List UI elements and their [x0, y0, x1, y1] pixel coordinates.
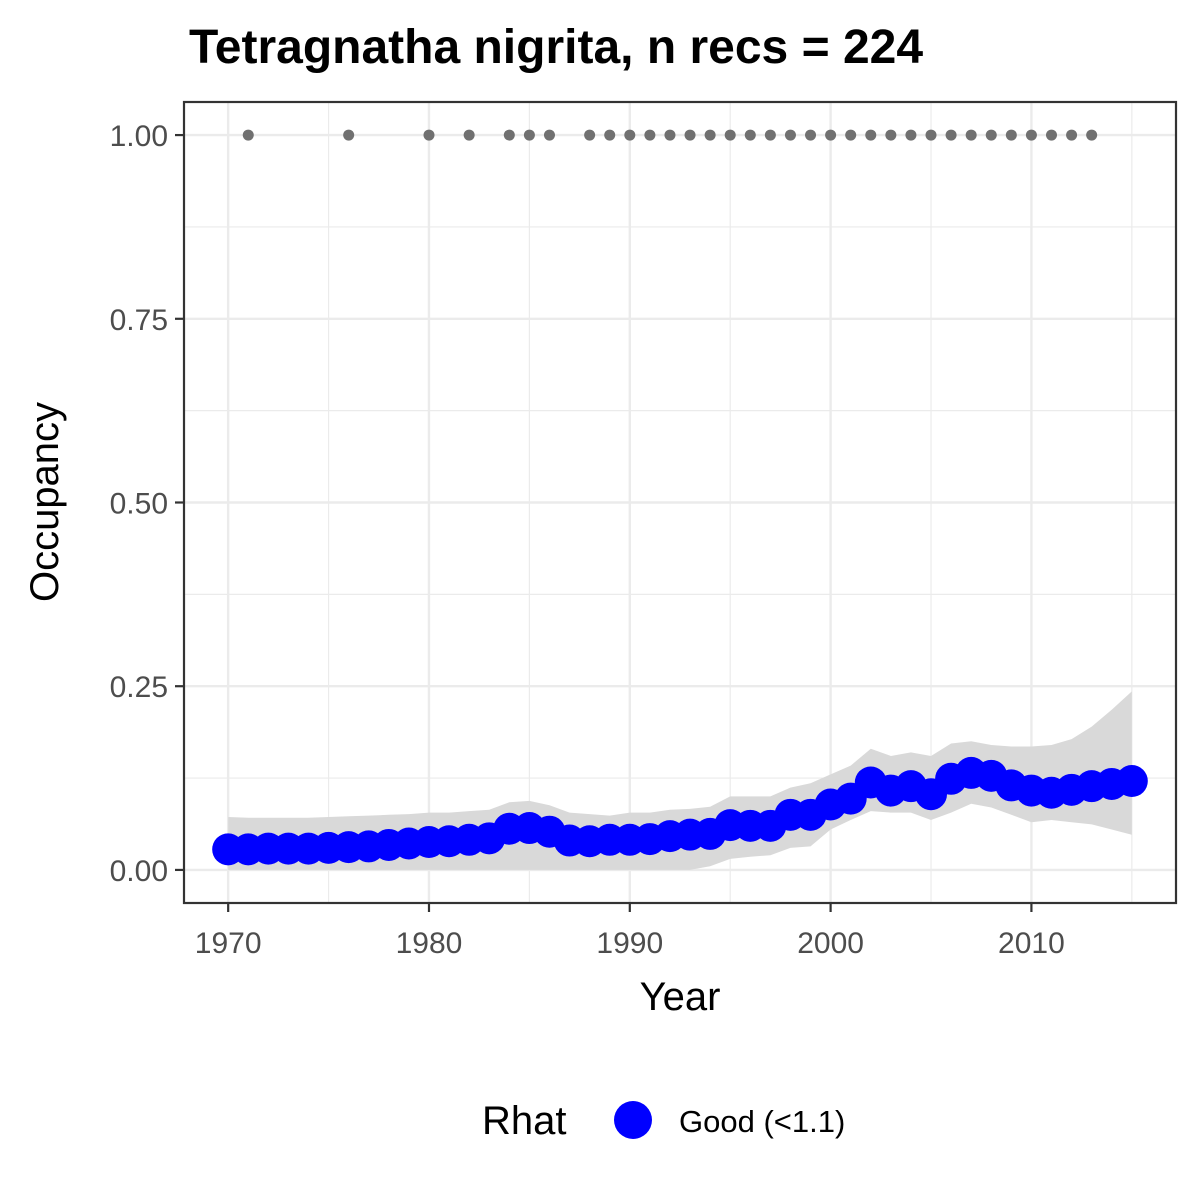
legend-title: Rhat	[482, 1099, 567, 1143]
record-dot	[945, 129, 957, 141]
record-dot	[744, 129, 756, 141]
record-dot	[1005, 129, 1017, 141]
record-dot	[724, 129, 736, 141]
record-dot	[664, 129, 676, 141]
record-dot	[423, 129, 435, 141]
record-dot	[865, 129, 877, 141]
y-tick-label: 0.25	[110, 671, 168, 704]
record-dot	[925, 129, 937, 141]
record-dot	[905, 129, 917, 141]
record-dot	[604, 129, 616, 141]
record-dot	[584, 129, 596, 141]
y-tick-label: 0.00	[110, 855, 168, 888]
x-tick-label: 1980	[396, 927, 463, 960]
x-axis: 1970 1980 1990 2000 2010	[195, 903, 1065, 960]
chart-title: Tetragnatha nigrita, n recs = 224	[189, 21, 923, 74]
record-dots	[242, 129, 1098, 141]
y-tick-label: 0.50	[110, 488, 168, 521]
record-dot	[845, 129, 857, 141]
occupancy-point	[1115, 765, 1148, 798]
record-dot	[343, 129, 355, 141]
x-tick-label: 1990	[596, 927, 663, 960]
record-dot	[784, 129, 796, 141]
legend-label-good: Good (<1.1)	[679, 1104, 845, 1139]
y-axis: 0.00 0.25 0.50 0.75 1.00	[110, 120, 184, 888]
record-dot	[985, 129, 997, 141]
x-tick-label: 1970	[195, 927, 262, 960]
record-dot	[242, 129, 254, 141]
record-dot	[1066, 129, 1078, 141]
record-dot	[764, 129, 776, 141]
record-dot	[624, 129, 636, 141]
x-axis-title: Year	[640, 975, 721, 1019]
y-tick-label: 0.75	[110, 304, 168, 337]
record-dot	[885, 129, 897, 141]
record-dot	[503, 129, 515, 141]
record-dot	[1025, 129, 1037, 141]
plot-panel	[182, 100, 1178, 905]
record-dot	[1045, 129, 1057, 141]
record-dot	[543, 129, 555, 141]
record-dot	[523, 129, 535, 141]
record-dot	[644, 129, 656, 141]
legend-key-good	[614, 1101, 652, 1139]
record-dot	[1086, 129, 1098, 141]
record-dot	[704, 129, 716, 141]
legend: Rhat Good (<1.1)	[482, 1099, 845, 1143]
occupancy-points	[212, 756, 1148, 866]
y-axis-title: Occupancy	[23, 402, 67, 602]
y-tick-label: 1.00	[110, 120, 168, 153]
x-tick-label: 2010	[998, 927, 1065, 960]
record-dot	[825, 129, 837, 141]
record-dot	[965, 129, 977, 141]
record-dot	[684, 129, 696, 141]
record-dot	[463, 129, 475, 141]
record-dot	[805, 129, 817, 141]
confidence-ribbon	[228, 691, 1132, 870]
x-tick-label: 2000	[797, 927, 864, 960]
